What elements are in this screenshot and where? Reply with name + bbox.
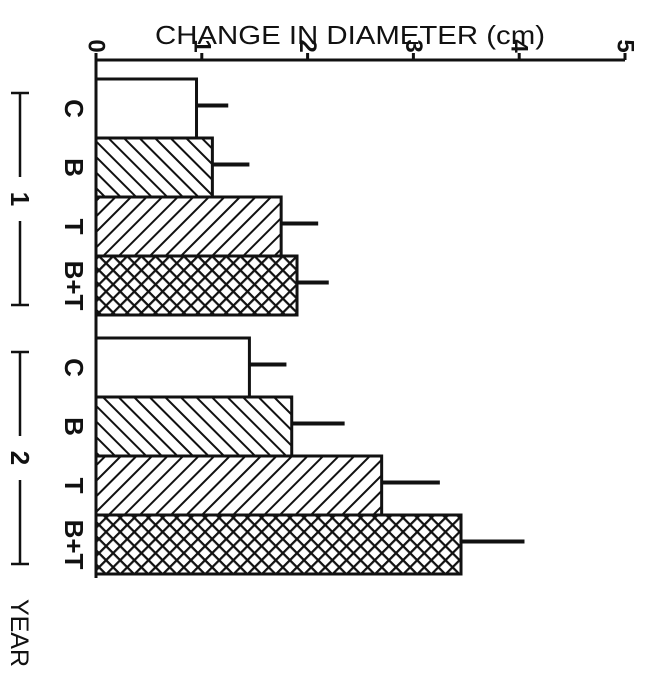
- bar: [94, 195, 283, 258]
- category-label: C: [59, 99, 89, 118]
- bar: [94, 254, 299, 317]
- category-label: C: [59, 358, 89, 377]
- x-tick-label: 2: [294, 39, 321, 52]
- group-label: 1: [5, 192, 35, 206]
- x-axis-label: CHANGE IN DIAMETER (cm): [155, 20, 545, 50]
- x-tick-label: 0: [83, 39, 110, 52]
- group-label: 2: [5, 451, 35, 465]
- y-axis-label: YEAR: [5, 599, 33, 667]
- category-label: B: [59, 158, 89, 177]
- bar: [94, 395, 294, 458]
- bar: [94, 336, 251, 399]
- category-label: T: [59, 478, 89, 494]
- bars: [94, 77, 525, 576]
- bar: [94, 454, 384, 517]
- category-label: B+T: [59, 520, 89, 570]
- x-tick-label: 4: [506, 39, 533, 53]
- x-tick-label: 1: [188, 39, 215, 52]
- category-label: T: [59, 219, 89, 235]
- bar: [94, 513, 463, 576]
- category-label: B+T: [59, 261, 89, 311]
- x-tick-label: 3: [400, 39, 427, 52]
- bar: [94, 77, 199, 140]
- x-tick-label: 5: [612, 39, 639, 52]
- bar: [94, 136, 214, 199]
- category-labels: C B T B+T 1 C B T B+T 2: [5, 91, 89, 570]
- category-label: B: [59, 417, 89, 436]
